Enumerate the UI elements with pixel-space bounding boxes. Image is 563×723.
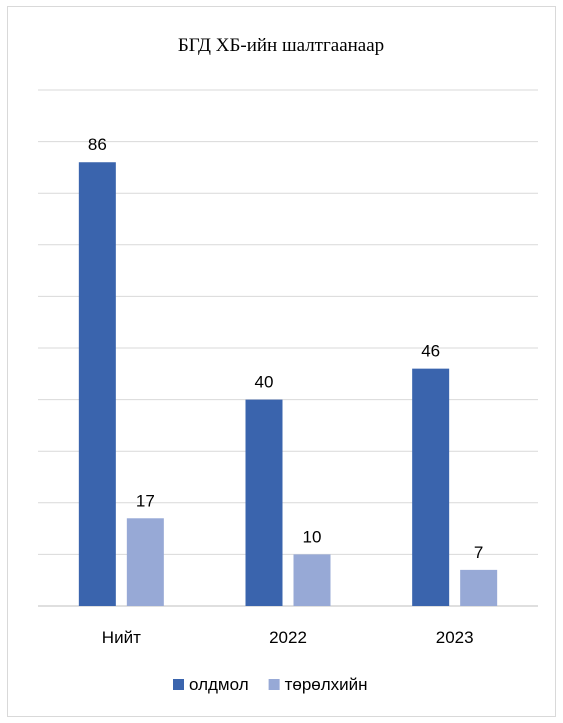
data-label-төрөлхийн-2022: 10 xyxy=(303,527,322,546)
category-label-Нийт: Нийт xyxy=(102,628,141,647)
chart-title: БГД ХБ-ийн шалтгаанаар xyxy=(178,35,384,56)
legend: олдмол төрөлхийн xyxy=(173,675,368,694)
category-label-2022: 2022 xyxy=(269,628,307,647)
gridlines xyxy=(38,89,538,607)
bar-олдмол-2023 xyxy=(412,368,450,606)
data-labels: 86 17 40 10 46 7 xyxy=(88,135,484,562)
bars xyxy=(78,162,498,607)
category-axis-labels: Нийт 2022 2023 xyxy=(102,628,474,647)
data-label-олдмол-Нийт: 86 xyxy=(88,135,107,154)
data-label-олдмол-2023: 46 xyxy=(421,342,440,361)
category-label-2023: 2023 xyxy=(436,628,474,647)
bar-төрөлхийн-2022 xyxy=(293,554,331,606)
bar-олдмол-Нийт xyxy=(78,162,116,607)
legend-label-олдмол: олдмол xyxy=(189,675,249,694)
legend-swatch-олдмол xyxy=(173,679,184,690)
legend-swatch-төрөлхийн xyxy=(268,679,280,690)
data-label-төрөлхийн-2023: 7 xyxy=(474,543,483,562)
data-label-олдмол-2022: 40 xyxy=(255,373,274,392)
data-label-төрөлхийн-Нийт: 17 xyxy=(136,491,155,510)
bar-төрөлхийн-Нийт xyxy=(126,518,164,606)
legend-label-төрөлхийн: төрөлхийн xyxy=(285,675,368,694)
bar-олдмол-2022 xyxy=(245,399,283,606)
bar-төрөлхийн-2023 xyxy=(460,569,498,606)
